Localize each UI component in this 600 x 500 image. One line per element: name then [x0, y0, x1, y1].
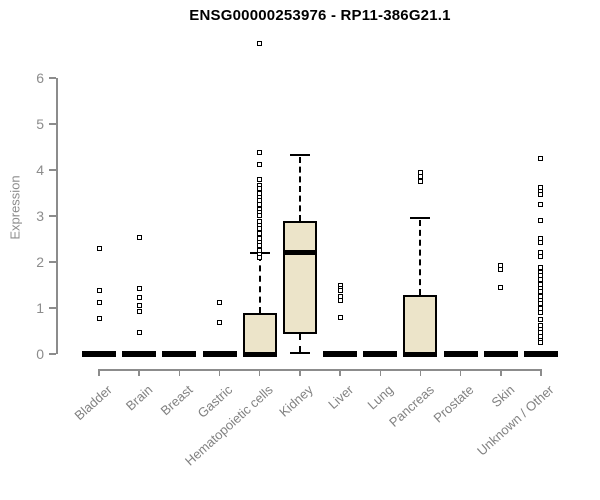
outlier-point — [217, 320, 223, 326]
x-tick-label: Kidney — [276, 382, 316, 420]
outlier-point — [337, 314, 343, 320]
whisker — [419, 220, 422, 296]
outlier-point — [96, 315, 102, 321]
outlier-point — [136, 295, 142, 301]
x-tick — [258, 369, 261, 376]
outlier-point — [417, 178, 423, 184]
zero-bar — [483, 351, 518, 357]
x-tick — [379, 369, 381, 376]
outlier-point — [257, 212, 263, 218]
outlier-point — [337, 297, 343, 303]
outlier-point — [498, 284, 504, 290]
outlier-point — [257, 162, 263, 168]
outlier-point — [96, 299, 102, 305]
outlier-point — [257, 230, 263, 236]
outlier-point — [136, 330, 142, 336]
box — [242, 313, 277, 354]
outlier-point — [257, 40, 263, 46]
outlier-point — [96, 245, 102, 251]
x-tick — [299, 369, 301, 376]
x-tick — [459, 369, 462, 376]
whisker-cap — [289, 352, 310, 355]
outlier-point — [417, 173, 423, 179]
outlier-point — [538, 217, 544, 223]
outlier-point — [96, 287, 102, 293]
y-tick-label: 4 — [36, 162, 44, 178]
whisker — [258, 254, 261, 314]
outlier-point — [136, 309, 142, 315]
whisker-cap — [410, 217, 431, 220]
zero-bar — [323, 351, 358, 357]
x-tick — [419, 369, 422, 376]
y-tick-label: 0 — [36, 346, 44, 362]
x-axis-line — [99, 369, 541, 371]
x-tick-label: Brain — [122, 382, 156, 414]
outlier-point — [538, 239, 544, 245]
y-tick — [49, 353, 56, 355]
y-tick — [49, 169, 56, 171]
outlier-point — [538, 202, 544, 208]
box — [403, 295, 438, 354]
outlier-point — [136, 234, 142, 240]
outlier-point — [498, 262, 504, 268]
y-tick — [49, 261, 56, 263]
x-tick — [98, 369, 100, 376]
x-tick — [218, 369, 221, 376]
y-axis-line — [56, 78, 58, 354]
x-tick-label: Prostate — [430, 382, 477, 426]
y-tick — [49, 77, 56, 79]
outlier-point — [538, 317, 544, 323]
outlier-point — [217, 299, 223, 305]
zero-bar — [523, 351, 558, 357]
x-tick — [540, 369, 542, 376]
outlier-point — [538, 253, 544, 259]
x-tick — [500, 369, 502, 376]
outlier-point — [136, 285, 142, 291]
whisker — [298, 334, 301, 353]
x-tick-label: Bladder — [71, 382, 116, 424]
box — [282, 221, 317, 335]
y-tick — [49, 123, 56, 125]
x-tick-label: Skin — [488, 382, 517, 411]
y-tick-label: 5 — [36, 116, 44, 132]
outlier-point — [538, 309, 544, 315]
x-tick — [178, 369, 181, 376]
zero-bar — [443, 351, 478, 357]
x-tick-label: Breast — [157, 382, 196, 419]
outlier-point — [257, 255, 263, 261]
y-tick — [49, 307, 56, 309]
chart-title: ENSG00000253976 - RP11-386G21.1 — [189, 7, 451, 24]
x-tick-label: Liver — [325, 382, 357, 413]
outlier-point — [136, 303, 142, 309]
x-tick — [138, 369, 140, 376]
median-line — [242, 351, 277, 357]
outlier-point — [257, 149, 263, 155]
whisker — [298, 156, 301, 222]
y-tick-label: 1 — [36, 300, 44, 316]
zero-bar — [82, 351, 116, 357]
median-line — [403, 351, 438, 357]
y-tick — [49, 215, 56, 217]
outlier-point — [257, 176, 263, 182]
zero-bar — [122, 351, 157, 357]
x-tick-label: Lung — [364, 382, 397, 413]
y-tick-label: 6 — [36, 70, 44, 86]
zero-bar — [162, 351, 197, 357]
zero-bar — [363, 351, 398, 357]
outlier-point — [538, 192, 544, 198]
outlier-point — [337, 288, 343, 294]
median-line — [282, 250, 317, 256]
y-tick-label: 3 — [36, 208, 44, 224]
outlier-point — [538, 340, 544, 346]
outlier-point — [498, 267, 504, 273]
zero-bar — [202, 351, 237, 357]
whisker-cap — [289, 153, 310, 156]
y-tick-label: 2 — [36, 254, 44, 270]
outlier-point — [538, 155, 544, 161]
x-tick — [339, 369, 341, 376]
y-axis-title: Expression — [7, 175, 23, 240]
